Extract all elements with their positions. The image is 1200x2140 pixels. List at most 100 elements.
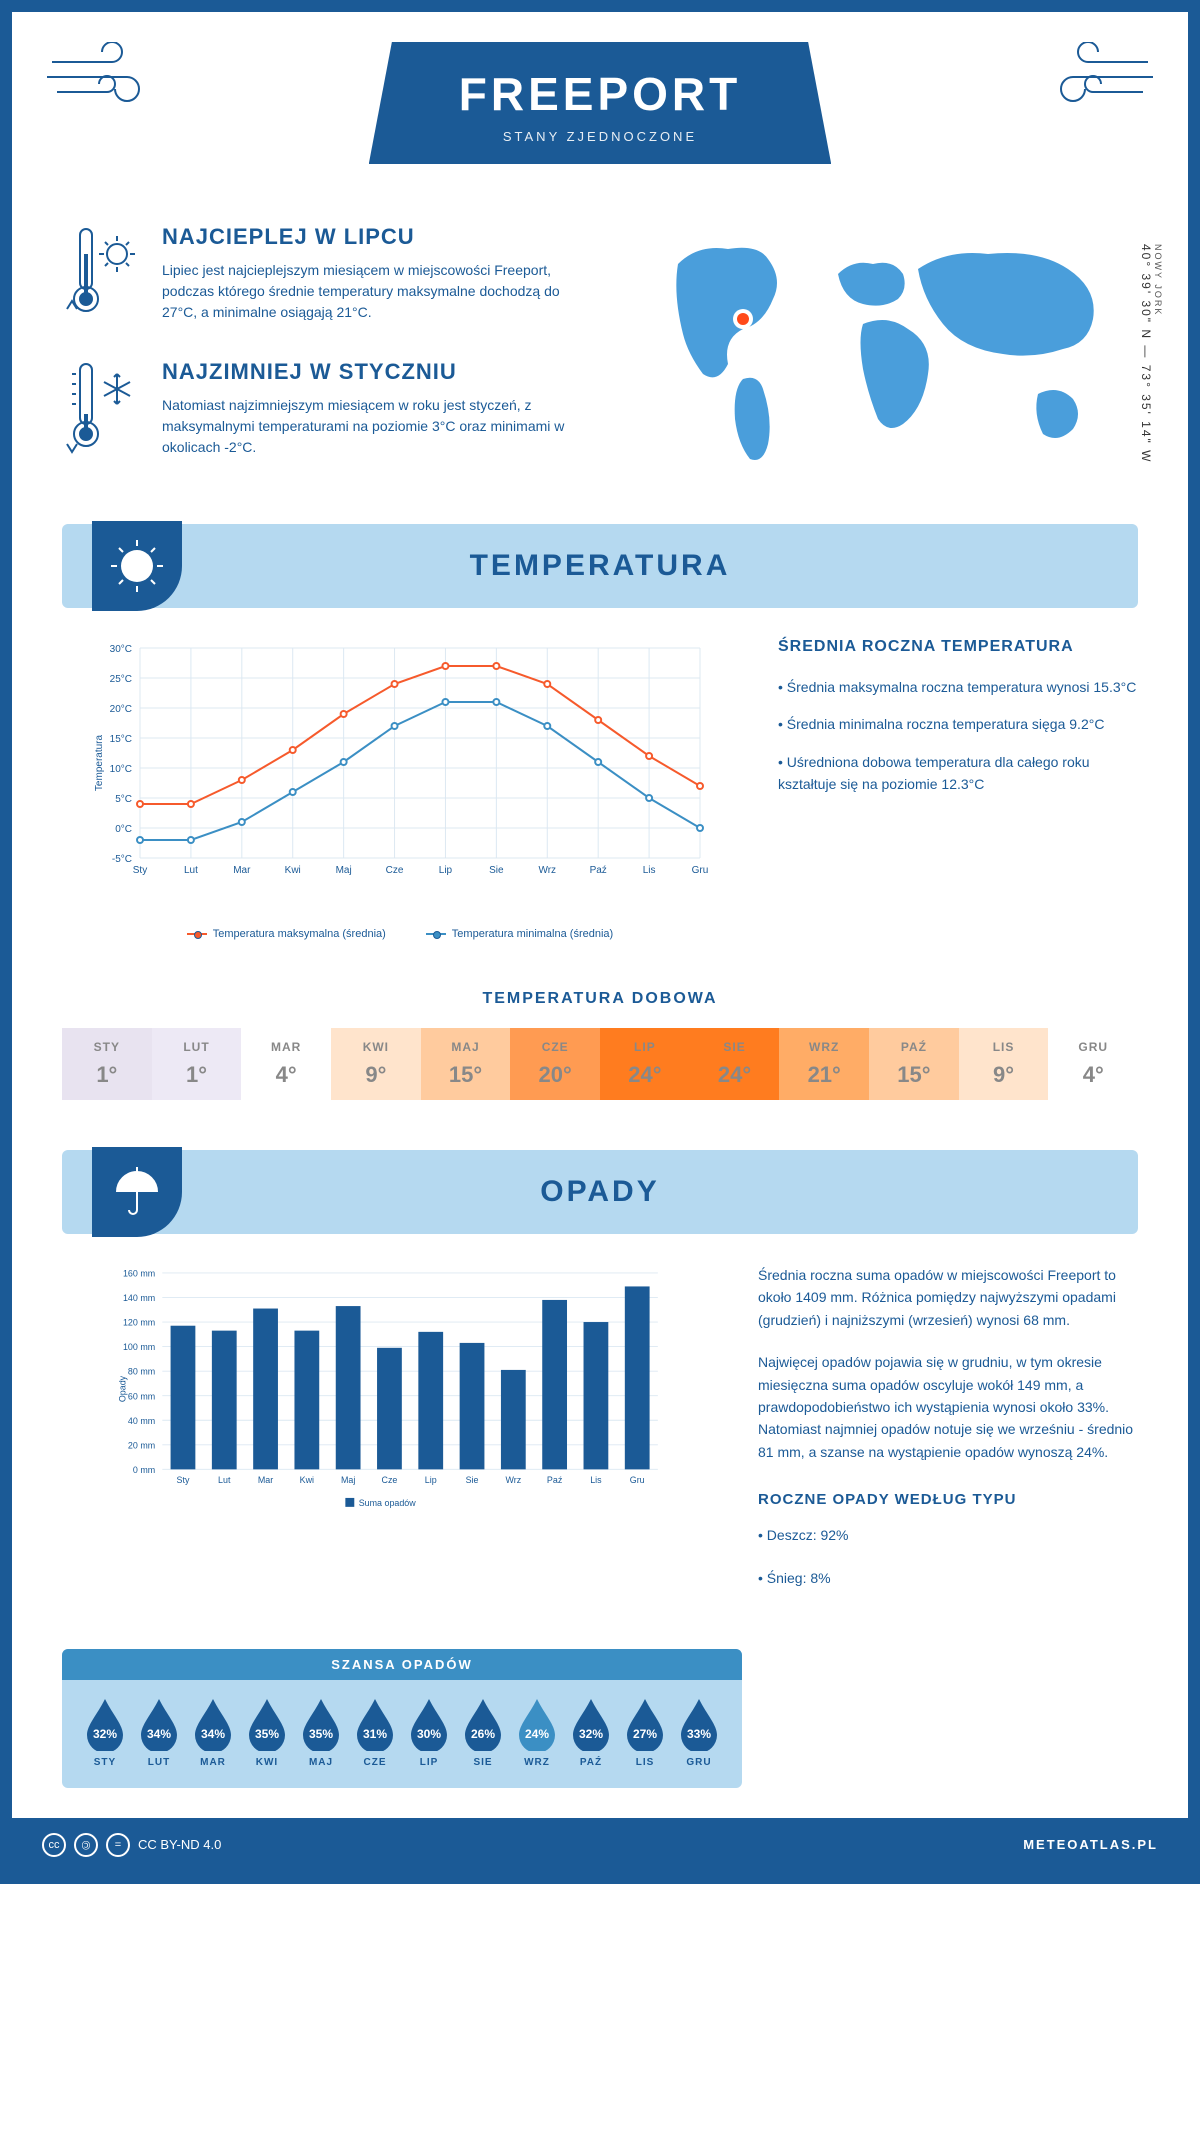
- daily-temp-cell: LIP 24°: [600, 1028, 690, 1100]
- chance-drop: 34%MAR: [190, 1695, 236, 1768]
- drop-icon: 26%: [461, 1695, 505, 1751]
- svg-text:0°C: 0°C: [115, 824, 132, 835]
- drop-icon: 34%: [137, 1695, 181, 1751]
- daily-value: 24°: [690, 1062, 780, 1088]
- daily-month: GRU: [1048, 1040, 1138, 1054]
- svg-text:Lis: Lis: [590, 1475, 602, 1485]
- svg-text:Wrz: Wrz: [505, 1475, 521, 1485]
- cold-title: NAJZIMNIEJ W STYCZNIU: [162, 359, 598, 385]
- infographic-page: FREEPORT STANY ZJEDNOCZONE NAJCIEPLEJ W …: [0, 0, 1200, 1884]
- svg-text:80 mm: 80 mm: [128, 1367, 155, 1377]
- chance-drop: 26%SIE: [460, 1695, 506, 1768]
- opady-para: Najwięcej opadów pojawia się w grudniu, …: [758, 1351, 1138, 1463]
- map-block: NOWY JORK 40° 39' 30" N — 73° 35' 14" W: [638, 224, 1138, 494]
- daily-temp-cell: GRU4°: [1048, 1028, 1138, 1100]
- daily-value: 1°: [152, 1062, 242, 1088]
- wind-icon: [42, 42, 162, 117]
- chance-title: SZANSA OPADÓW: [62, 1649, 742, 1680]
- stat-line: • Średnia maksymalna roczna temperatura …: [778, 676, 1138, 698]
- svg-text:160 mm: 160 mm: [123, 1269, 155, 1279]
- svg-text:30°C: 30°C: [110, 644, 132, 655]
- daily-value: 4°: [241, 1062, 331, 1088]
- opady-chart-area: 0 mm20 mm40 mm60 mm80 mm100 mm120 mm140 …: [62, 1264, 718, 1609]
- svg-text:Cze: Cze: [382, 1475, 398, 1485]
- chance-drop: 33%GRU: [676, 1695, 722, 1768]
- svg-text:Paź: Paź: [547, 1475, 563, 1485]
- opady-para: Średnia roczna suma opadów w miejscowośc…: [758, 1264, 1138, 1331]
- temp-section-header: TEMPERATURA: [62, 524, 1138, 608]
- svg-text:5°C: 5°C: [115, 794, 132, 805]
- daily-temp-cell: CZE20°: [510, 1028, 600, 1100]
- drop-icon: 27%: [623, 1695, 667, 1751]
- drop-month: LIP: [406, 1757, 452, 1768]
- svg-text:20°C: 20°C: [110, 704, 132, 715]
- daily-month: KWI: [331, 1040, 421, 1054]
- opady-type-title: ROCZNE OPADY WEDŁUG TYPU: [758, 1488, 1138, 1512]
- svg-text:Opady: Opady: [118, 1375, 128, 1402]
- coords-value: 40° 39' 30" N — 73° 35' 14" W: [1139, 244, 1153, 463]
- drop-month: LIS: [622, 1757, 668, 1768]
- daily-value: 21°: [779, 1062, 869, 1088]
- site-name: METEOATLAS.PL: [1023, 1837, 1158, 1852]
- license-text: CC BY-ND 4.0: [138, 1837, 221, 1852]
- opady-text: Średnia roczna suma opadów w miejscowośc…: [758, 1264, 1138, 1609]
- svg-text:Suma opadów: Suma opadów: [359, 1498, 417, 1508]
- svg-text:Sty: Sty: [133, 865, 147, 876]
- cold-block: NAJZIMNIEJ W STYCZNIU Natomiast najzimni…: [62, 359, 598, 464]
- daily-value: 15°: [869, 1062, 959, 1088]
- svg-text:Mar: Mar: [233, 865, 251, 876]
- svg-text:Lut: Lut: [184, 865, 198, 876]
- temp-legend: Temperatura maksymalna (średnia) Tempera…: [62, 928, 738, 940]
- footer: cc 🄯 = CC BY-ND 4.0 METEOATLAS.PL: [12, 1818, 1188, 1872]
- chance-drop: 32%PAŹ: [568, 1695, 614, 1768]
- svg-text:Sty: Sty: [177, 1475, 190, 1485]
- daily-value: 24°: [600, 1062, 690, 1088]
- svg-text:0 mm: 0 mm: [133, 1465, 155, 1475]
- chance-drop: 30%LIP: [406, 1695, 452, 1768]
- chance-drop: 35%MAJ: [298, 1695, 344, 1768]
- svg-text:60 mm: 60 mm: [128, 1391, 155, 1401]
- daily-temp-title: TEMPERATURA DOBOWA: [12, 990, 1188, 1008]
- svg-text:15°C: 15°C: [110, 734, 132, 745]
- daily-month: LUT: [152, 1040, 242, 1054]
- temp-body: -5°C0°C5°C10°C15°C20°C25°C30°CStyLutMarK…: [12, 608, 1188, 970]
- drop-month: WRZ: [514, 1757, 560, 1768]
- chance-drops: 32%STY34%LUT34%MAR35%KWI35%MAJ31%CZE30%L…: [62, 1680, 742, 1773]
- svg-text:Maj: Maj: [336, 865, 352, 876]
- license-block: cc 🄯 = CC BY-ND 4.0: [42, 1833, 221, 1857]
- daily-temp-cell: WRZ 21°: [779, 1028, 869, 1100]
- svg-text:Kwi: Kwi: [300, 1475, 314, 1485]
- chance-drop: 35%KWI: [244, 1695, 290, 1768]
- temp-stats: ŚREDNIA ROCZNA TEMPERATURA • Średnia mak…: [778, 638, 1138, 940]
- by-icon: 🄯: [74, 1833, 98, 1857]
- svg-text:Temperatura: Temperatura: [94, 734, 105, 791]
- umbrella-icon: [92, 1147, 182, 1237]
- svg-text:140 mm: 140 mm: [123, 1293, 155, 1303]
- cold-description: Natomiast najzimniejszym miesiącem w rok…: [162, 395, 598, 458]
- opady-type-line: • Deszcz: 92%: [758, 1524, 1138, 1546]
- svg-text:Gru: Gru: [692, 865, 709, 876]
- drop-icon: 35%: [299, 1695, 343, 1751]
- daily-temp-table: STY1°LUT1°MAR4°KWI9°MAJ15°CZE20°LIP24°SI…: [62, 1028, 1138, 1100]
- precipitation-bar-chart: 0 mm20 mm40 mm60 mm80 mm100 mm120 mm140 …: [62, 1264, 718, 1514]
- opady-section: OPADY 0 mm20 mm40 mm60 mm80 mm100 mm120 …: [12, 1150, 1188, 1788]
- drop-icon: 24%: [515, 1695, 559, 1751]
- chance-drop: 31%CZE: [352, 1695, 398, 1768]
- opady-section-header: OPADY: [62, 1150, 1138, 1234]
- daily-temp-cell: SIE24°: [690, 1028, 780, 1100]
- opady-type-line: • Śnieg: 8%: [758, 1567, 1138, 1589]
- daily-value: 1°: [62, 1062, 152, 1088]
- chance-drop: 34%LUT: [136, 1695, 182, 1768]
- drop-month: CZE: [352, 1757, 398, 1768]
- drop-icon: 32%: [569, 1695, 613, 1751]
- drop-icon: 32%: [83, 1695, 127, 1751]
- coordinates: NOWY JORK 40° 39' 30" N — 73° 35' 14" W: [1139, 244, 1163, 463]
- daily-month: LIP: [600, 1040, 690, 1054]
- drop-month: GRU: [676, 1757, 722, 1768]
- drop-month: MAR: [190, 1757, 236, 1768]
- daily-month: WRZ: [779, 1040, 869, 1054]
- daily-temp-cell: KWI9°: [331, 1028, 421, 1100]
- svg-text:Sie: Sie: [489, 865, 504, 876]
- daily-month: STY: [62, 1040, 152, 1054]
- daily-month: MAR: [241, 1040, 331, 1054]
